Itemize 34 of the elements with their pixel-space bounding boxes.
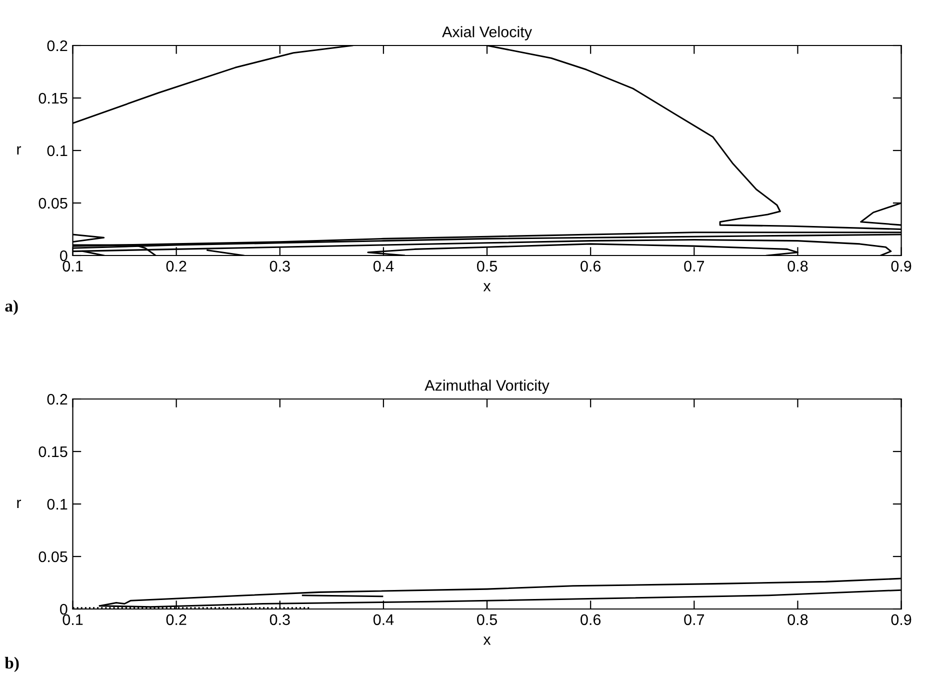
x-tick-label: 0.8: [788, 614, 808, 626]
text: a): [5, 300, 18, 316]
y-tick-label: 0.2: [47, 394, 68, 405]
x-tick-label: 0.9: [891, 614, 912, 626]
x-tick-label: 0.9: [891, 260, 912, 272]
y-tick-label: 0.1: [47, 498, 68, 510]
x-axis-title: x: [483, 636, 491, 645]
x-tick-label: 0.7: [684, 614, 704, 626]
x-tick-label: 0.4: [373, 614, 394, 626]
chart-title: Azimuthal Vorticity: [424, 380, 550, 394]
y-tick-label: 0.05: [38, 198, 68, 209]
x-tick-label: 0.5: [477, 614, 498, 626]
x-tick-label: 0.5: [477, 260, 498, 272]
y-tick-label: 0: [60, 250, 68, 262]
x-tick-label: 0.7: [684, 260, 704, 272]
chart-title: Axial Velocity: [442, 26, 532, 40]
x-tick-label: 0.6: [580, 614, 601, 626]
x-axis-title: x: [483, 283, 491, 292]
y-axis-title: r: [17, 500, 22, 508]
x-tick-label: 0.4: [373, 260, 394, 272]
x-tick-label: 0.3: [270, 260, 290, 272]
x-tick-label: 0.6: [580, 260, 601, 272]
x-tick-label: 0.3: [270, 614, 290, 626]
y-axis-title: r: [17, 146, 22, 154]
y-tick-label: 0.15: [38, 446, 68, 458]
x-tick-label: 0.8: [788, 260, 808, 272]
y-tick-label: 0.15: [38, 92, 68, 104]
y-tick-label: 0.2: [47, 40, 68, 52]
x-tick-label: 0.2: [166, 614, 186, 626]
y-tick-label: 0.05: [38, 551, 68, 562]
y-tick-label: 0.1: [47, 145, 68, 156]
y-tick-label: 0: [60, 604, 68, 615]
x-tick-label: 0.2: [166, 260, 186, 272]
text: b): [4, 656, 19, 672]
